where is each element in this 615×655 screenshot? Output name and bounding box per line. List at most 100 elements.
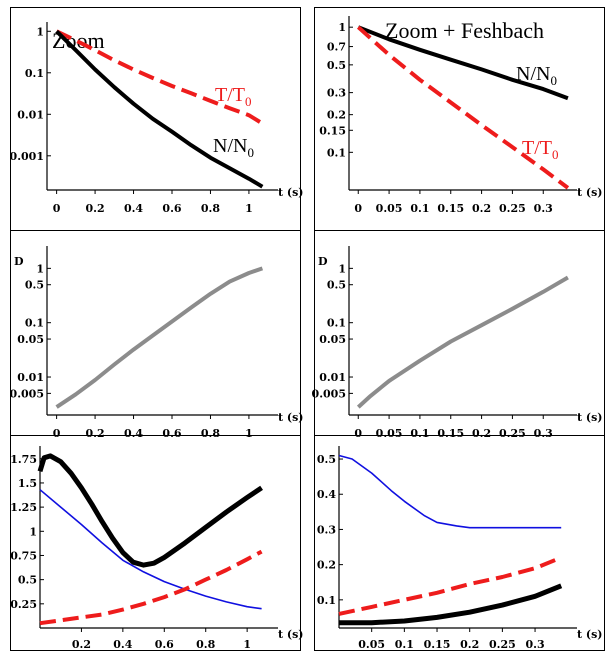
chart-panel-1: 0 0.2 0.4 0.6 0.8 1t (s)10.10.010.001ZoomT/T0… <box>10 7 304 231</box>
y-tick-label: 0.5 <box>327 279 346 292</box>
x-tick-label: 0.4 <box>113 638 132 651</box>
series-line-2 <box>338 555 562 616</box>
x-tick-label: 0.6 <box>162 427 181 440</box>
series-label-subscript: 0 <box>245 94 252 109</box>
y-tick-label: 0.5 <box>327 59 346 72</box>
y-tick-label: 0.1 <box>317 594 336 607</box>
y-axis-label: D <box>14 255 24 268</box>
y-tick-label: 1 <box>29 525 37 538</box>
series-label-main: N/N <box>213 135 247 157</box>
series-label-subscript: 0 <box>550 73 557 88</box>
series-line-tt0 <box>356 25 570 190</box>
x-tick-label: 0.05 <box>376 427 403 440</box>
x-tick-label: 0.15 <box>437 202 464 215</box>
series-label-main: T/T <box>215 84 245 106</box>
y-tick-label: 0.1 <box>25 317 44 330</box>
x-axis-label: t (s) <box>278 628 304 641</box>
series-line-1 <box>338 454 562 529</box>
series-line-1 <box>356 275 569 409</box>
x-tick-label: 0 <box>354 427 362 440</box>
y-tick-label: 0.1 <box>25 67 44 80</box>
y-tick-label: 0.05 <box>17 333 44 346</box>
x-tick-label: 0.1 <box>410 202 429 215</box>
series-label-main: N/N <box>516 63 550 85</box>
y-tick-label: 0.25 <box>10 598 37 611</box>
y-tick-label: 0.1 <box>327 317 346 330</box>
x-tick-label: 0.6 <box>155 638 174 651</box>
y-tick-label: 0.005 <box>10 387 44 400</box>
x-tick-label: 0.8 <box>201 202 220 215</box>
series-line-1 <box>55 266 264 409</box>
y-tick-label: 0.001 <box>10 150 44 163</box>
y-tick-label: 0.4 <box>317 488 336 501</box>
y-tick-label: 0.5 <box>25 279 44 292</box>
y-tick-label: 0.15 <box>319 124 346 137</box>
chart-panel-6: 0.05 0.1 0.15 0.2 0.25 0.3 t (s) 0.5 0.4 0.3 0.2 0.… <box>314 435 605 651</box>
y-axis-label: D <box>318 255 328 268</box>
y-tick-label: 0.005 <box>312 387 346 400</box>
y-tick-label: 0.5 <box>317 453 336 466</box>
y-tick-label: 0.01 <box>17 108 44 121</box>
x-tick-label: 0.25 <box>489 638 516 651</box>
y-tick-label: 1.5 <box>18 477 37 490</box>
x-tick-label: 0.1 <box>395 638 414 651</box>
series-line-nn0 <box>55 29 264 189</box>
x-tick-label: 0.3 <box>534 427 553 440</box>
series-label-main: T/T <box>522 137 552 159</box>
x-tick-label: 1 <box>245 202 253 215</box>
x-tick-label: 0 <box>53 427 61 440</box>
y-tick-label: 1 <box>338 21 346 34</box>
chart-panel-5: 0.2 0.4 0.6 0.8 1 t (s) 1.75 1.5 1.25 1 0.75 0.5 0.2… <box>10 435 304 651</box>
series-line-tt0 <box>55 29 264 126</box>
series-label-subscript: 0 <box>247 145 254 160</box>
x-tick-label: 0.2 <box>472 427 491 440</box>
series-line-3 <box>39 549 263 626</box>
series-line-3 <box>339 583 563 626</box>
y-tick-label: 0.75 <box>10 549 37 562</box>
y-tick-label: 0.3 <box>317 523 336 536</box>
x-axis-label: t (s) <box>278 186 304 199</box>
panel-frame <box>314 435 605 651</box>
series-label: T/T0 <box>215 84 252 109</box>
chart-panel-4: 0 0.05 0.1 0.15 0.2 0.25 0.3 t (s) 1 0.5 0.1 0.05 0.… <box>312 230 605 440</box>
y-tick-label: 0.7 <box>327 41 346 54</box>
series-label: N/N0 <box>516 63 557 88</box>
x-tick-label: 0.25 <box>499 202 526 215</box>
x-tick-label: 0.3 <box>534 202 553 215</box>
x-tick-label: 0.15 <box>424 638 451 651</box>
x-tick-label: 0.6 <box>162 202 181 215</box>
y-tick-label: 0.05 <box>319 333 346 346</box>
x-axis-label: t (s) <box>278 411 304 424</box>
x-tick-label: 0.3 <box>525 638 544 651</box>
y-tick-label: 1.25 <box>10 501 37 514</box>
series-line-1 <box>37 453 263 568</box>
x-tick-label: 0.05 <box>376 202 403 215</box>
chart-panel-2: 0 0.05 0.1 0.15 0.2 0.25 0.3 t (s) 1 0.7 0.5 0.3 0.2… <box>314 7 605 231</box>
x-axis-label: t (s) <box>577 186 603 199</box>
series-label: T/T0 <box>522 137 559 162</box>
x-tick-label: 1 <box>243 638 251 651</box>
x-tick-label: 0.2 <box>460 638 479 651</box>
series-label-subscript: 0 <box>552 147 559 162</box>
x-tick-label: 1 <box>245 427 253 440</box>
y-tick-label: 1.75 <box>10 453 37 466</box>
x-tick-label: 0.25 <box>499 427 526 440</box>
y-tick-label: 0.01 <box>319 371 346 384</box>
x-tick-label: 0.1 <box>410 427 429 440</box>
y-tick-label: 0.5 <box>18 574 37 587</box>
x-tick-label: 0.4 <box>124 427 143 440</box>
x-axis-label: t (s) <box>577 411 603 424</box>
x-tick-label: 0.2 <box>72 638 91 651</box>
y-tick-label: 1 <box>36 262 44 275</box>
x-tick-label: 0 <box>53 202 61 215</box>
y-tick-label: 1 <box>338 262 346 275</box>
series-line-2 <box>39 489 262 610</box>
x-tick-label: 0.2 <box>472 202 491 215</box>
y-tick-label: 0.2 <box>327 109 346 122</box>
x-tick-label: 0.05 <box>358 638 385 651</box>
y-tick-label: 0.2 <box>317 559 336 572</box>
x-tick-label: 0.2 <box>86 427 105 440</box>
y-tick-label: 0.3 <box>327 87 346 100</box>
x-tick-label: 0.8 <box>196 638 215 651</box>
